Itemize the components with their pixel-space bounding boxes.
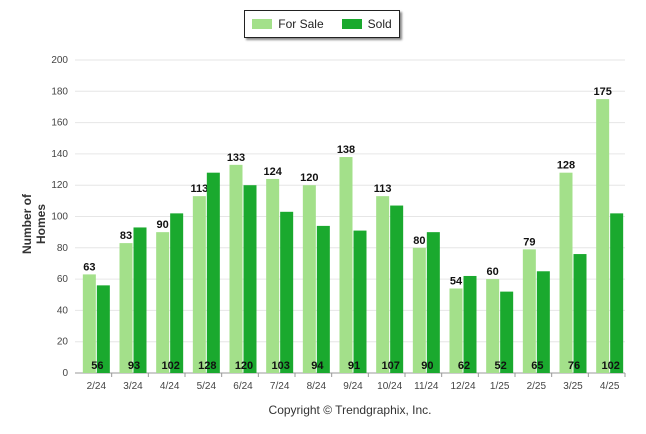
y-tick-label: 160 [51,118,68,129]
bar-for-sale [596,99,610,373]
data-label-for-sale: 120 [300,172,318,184]
bar-sold [280,211,294,373]
data-label-sold: 103 [271,360,289,372]
legend-label-sold: Sold [367,17,392,31]
x-tick-label: 2/25 [527,381,547,392]
bar-for-sale [302,185,316,373]
legend-swatch-sold [341,19,362,29]
data-label-sold: 94 [311,360,324,372]
data-label-sold: 93 [128,360,140,372]
y-tick-label: 200 [51,55,68,66]
bar-for-sale [156,232,170,373]
bar-sold [390,205,404,373]
x-tick-label: 10/24 [377,381,402,392]
y-tick-label: 80 [57,243,69,254]
data-label-sold: 56 [91,360,103,372]
data-label-for-sale: 175 [593,86,611,98]
data-label-for-sale: 63 [83,261,95,273]
y-tick-label: 100 [51,212,68,223]
bar-sold [170,213,184,373]
data-label-sold: 65 [531,360,543,372]
y-tick-label: 40 [57,305,69,316]
bar-for-sale [339,157,353,373]
bar-sold [316,225,330,373]
bar-sold [463,275,477,373]
bar-sold [133,227,147,373]
legend-swatch-for-sale [252,19,273,29]
bar-for-sale [412,247,426,373]
bar-for-sale [192,196,206,373]
data-label-sold: 76 [568,360,580,372]
bar-for-sale [559,172,573,373]
x-tick-label: 1/25 [490,381,510,392]
data-label-for-sale: 113 [190,183,208,195]
x-tick-label: 8/24 [307,381,327,392]
bar-for-sale [376,196,390,373]
data-label-for-sale: 113 [374,183,392,195]
data-label-for-sale: 79 [523,236,535,248]
copyright-text: Copyright © Trendgraphix, Inc. [268,403,432,417]
y-tick-label: 20 [57,337,69,348]
data-label-sold: 62 [458,360,470,372]
data-label-for-sale: 54 [450,275,463,287]
data-label-sold: 128 [198,360,216,372]
data-label-sold: 102 [161,360,179,372]
y-axis-label: Number of Homes [20,194,48,254]
y-tick-label: 0 [62,368,68,379]
x-tick-label: 2/24 [87,381,107,392]
x-tick-label: 12/24 [450,381,475,392]
x-tick-label: 4/25 [600,381,620,392]
data-label-for-sale: 80 [413,235,425,247]
data-label-sold: 102 [601,360,619,372]
legend-item-sold[interactable]: Sold [341,17,392,31]
y-tick-label: 60 [57,274,69,285]
y-tick-label: 120 [51,180,68,191]
data-label-for-sale: 90 [157,219,169,231]
data-label-sold: 90 [421,360,433,372]
legend-item-for-sale[interactable]: For Sale [252,17,324,31]
legend-label-for-sale: For Sale [278,17,324,31]
data-label-sold: 107 [381,360,399,372]
x-tick-label: 4/24 [160,381,180,392]
data-label-for-sale: 128 [557,160,575,172]
data-label-sold: 91 [348,360,360,372]
bar-sold [96,285,110,373]
data-label-sold: 120 [235,360,253,372]
y-tick-label: 180 [51,86,68,97]
bar-for-sale [229,164,243,373]
bar-sold [573,254,587,373]
data-label-for-sale: 60 [487,266,499,278]
bar-for-sale [119,243,133,373]
x-tick-label: 3/24 [123,381,143,392]
bar-sold [243,185,257,373]
y-tick-label: 140 [51,149,68,160]
bar-sold [353,230,367,373]
bar-for-sale [486,279,500,373]
x-tick-label: 3/25 [563,381,583,392]
data-label-for-sale: 138 [337,144,355,156]
data-label-for-sale: 124 [263,166,282,178]
data-label-sold: 52 [495,360,507,372]
x-tick-label: 9/24 [343,381,363,392]
bar-sold [536,271,550,373]
x-tick-label: 11/24 [414,381,439,392]
x-tick-label: 5/24 [197,381,217,392]
bar-sold [426,232,440,373]
bar-for-sale [522,249,536,373]
x-tick-label: 7/24 [270,381,290,392]
bar-for-sale [449,288,463,373]
x-tick-label: 6/24 [233,381,253,392]
bar-sold [500,291,514,373]
bar-sold [610,213,624,373]
legend: For Sale Sold [244,10,400,38]
data-label-for-sale: 83 [120,230,132,242]
bar-sold [206,172,220,373]
bar-for-sale [82,274,96,373]
data-label-for-sale: 133 [227,152,245,164]
bar-for-sale [266,178,280,373]
